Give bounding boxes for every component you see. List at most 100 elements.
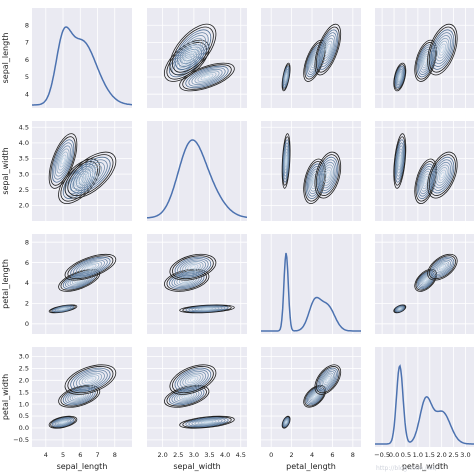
contour-ring: [325, 172, 330, 179]
contour-ring: [393, 133, 407, 189]
x-tick-label: 0.5: [401, 451, 411, 459]
contour-ring: [427, 253, 458, 281]
contour-ring: [60, 270, 98, 291]
contour-ring: [304, 161, 325, 202]
panel-petal_length-vs-petal_length: [261, 234, 361, 334]
contour-ring: [70, 256, 111, 278]
panel-sepal_width-vs-sepal_length: [32, 121, 132, 221]
contour-ring: [73, 159, 108, 191]
contour-ring: [56, 419, 70, 426]
contour-ring: [418, 166, 434, 197]
contour-ring: [323, 167, 333, 184]
contour-ring: [430, 156, 455, 194]
y-tick-label: 5: [25, 73, 29, 81]
contour-ring: [398, 75, 401, 79]
contour-ring: [187, 263, 199, 271]
x-tick-label: 4: [310, 451, 314, 459]
panel-sepal_length-vs-sepal_length: [32, 8, 132, 108]
kde-contour-group: [393, 23, 458, 92]
contour-ring: [308, 389, 322, 403]
contour-ring: [197, 71, 217, 83]
contour-ring: [51, 139, 75, 183]
contour-ring: [53, 142, 73, 180]
contour-ring: [304, 42, 325, 80]
contour-ring: [57, 419, 69, 425]
y-tick-label: 1.0: [19, 400, 29, 408]
contour-ring: [320, 370, 336, 389]
contour-ring: [314, 151, 342, 199]
contour-ring: [182, 37, 204, 62]
contour-ring: [398, 73, 402, 81]
contour-ring: [59, 420, 67, 424]
contour-ring: [172, 366, 214, 394]
contour-ring: [185, 417, 229, 428]
panel-background: [32, 347, 132, 447]
contour-ring: [185, 305, 229, 313]
contour-ring: [50, 136, 76, 186]
contour-ring: [396, 148, 403, 174]
contour-ring: [432, 258, 453, 277]
panel-sepal_width-vs-petal_width: [375, 121, 474, 221]
x-tick-label: 6: [78, 451, 82, 459]
contour-ring: [174, 256, 212, 278]
contour-ring: [432, 159, 453, 191]
contour-ring: [325, 46, 330, 53]
contour-ring: [182, 261, 204, 274]
contour-ring: [437, 167, 448, 184]
contour-ring: [179, 62, 235, 92]
kde-curve-group: [32, 26, 132, 106]
contour-ring: [285, 157, 287, 165]
contour-ring: [315, 366, 340, 394]
contour-ring: [396, 68, 404, 86]
contour-ring: [397, 151, 403, 171]
contour-ring: [197, 419, 217, 425]
contour-ring: [440, 265, 445, 270]
contour-ring: [318, 369, 337, 390]
contour-ring: [179, 35, 207, 65]
contour-ring: [70, 367, 111, 392]
contour-ring: [285, 75, 287, 79]
contour-ring: [306, 388, 323, 404]
panel-petal_width-vs-petal_width: [375, 347, 474, 447]
contour-ring: [318, 159, 337, 191]
panel-sepal_length-vs-petal_length: [261, 8, 361, 108]
contour-ring: [396, 145, 404, 177]
contour-ring: [179, 304, 235, 314]
contour-ring: [394, 64, 406, 90]
contour-ring: [438, 169, 447, 181]
contour-ring: [440, 46, 445, 53]
y-tick-label: 6: [25, 259, 29, 267]
contour-ring: [187, 375, 199, 384]
contour-ring: [324, 43, 332, 56]
contour-ring: [187, 43, 199, 56]
contour-ring: [182, 304, 232, 313]
contour-ring: [87, 377, 94, 382]
kde-contour-group: [393, 253, 458, 314]
contour-ring: [200, 420, 214, 424]
y-tick-label: 4: [25, 279, 29, 287]
contour-ring: [435, 261, 450, 274]
x-tick-label: 4: [44, 451, 48, 459]
y-tick-label: 2.5: [19, 365, 29, 373]
contour-ring: [314, 23, 342, 76]
contour-ring: [178, 392, 195, 401]
x-axis-label-petal_width: petal_width: [402, 462, 448, 471]
contour-ring: [324, 169, 332, 181]
contour-ring: [200, 73, 214, 81]
contour-ring: [422, 277, 429, 284]
contour-ring: [428, 255, 456, 280]
contour-ring: [394, 65, 405, 89]
contour-ring: [324, 375, 332, 384]
contour-ring: [394, 136, 406, 186]
kde-contour-group: [48, 133, 117, 204]
contour-ring: [174, 367, 212, 392]
x-tick-label: 2.0: [157, 451, 167, 459]
contour-ring: [182, 64, 232, 90]
kde-contour-group: [281, 133, 342, 204]
panel-sepal_length-vs-sepal_width: [147, 8, 247, 108]
x-tick-label: 1.5: [425, 451, 435, 459]
contour-ring: [61, 421, 65, 424]
contour-ring: [189, 46, 196, 53]
contour-ring: [191, 418, 223, 426]
x-tick-label: 7: [95, 451, 99, 459]
